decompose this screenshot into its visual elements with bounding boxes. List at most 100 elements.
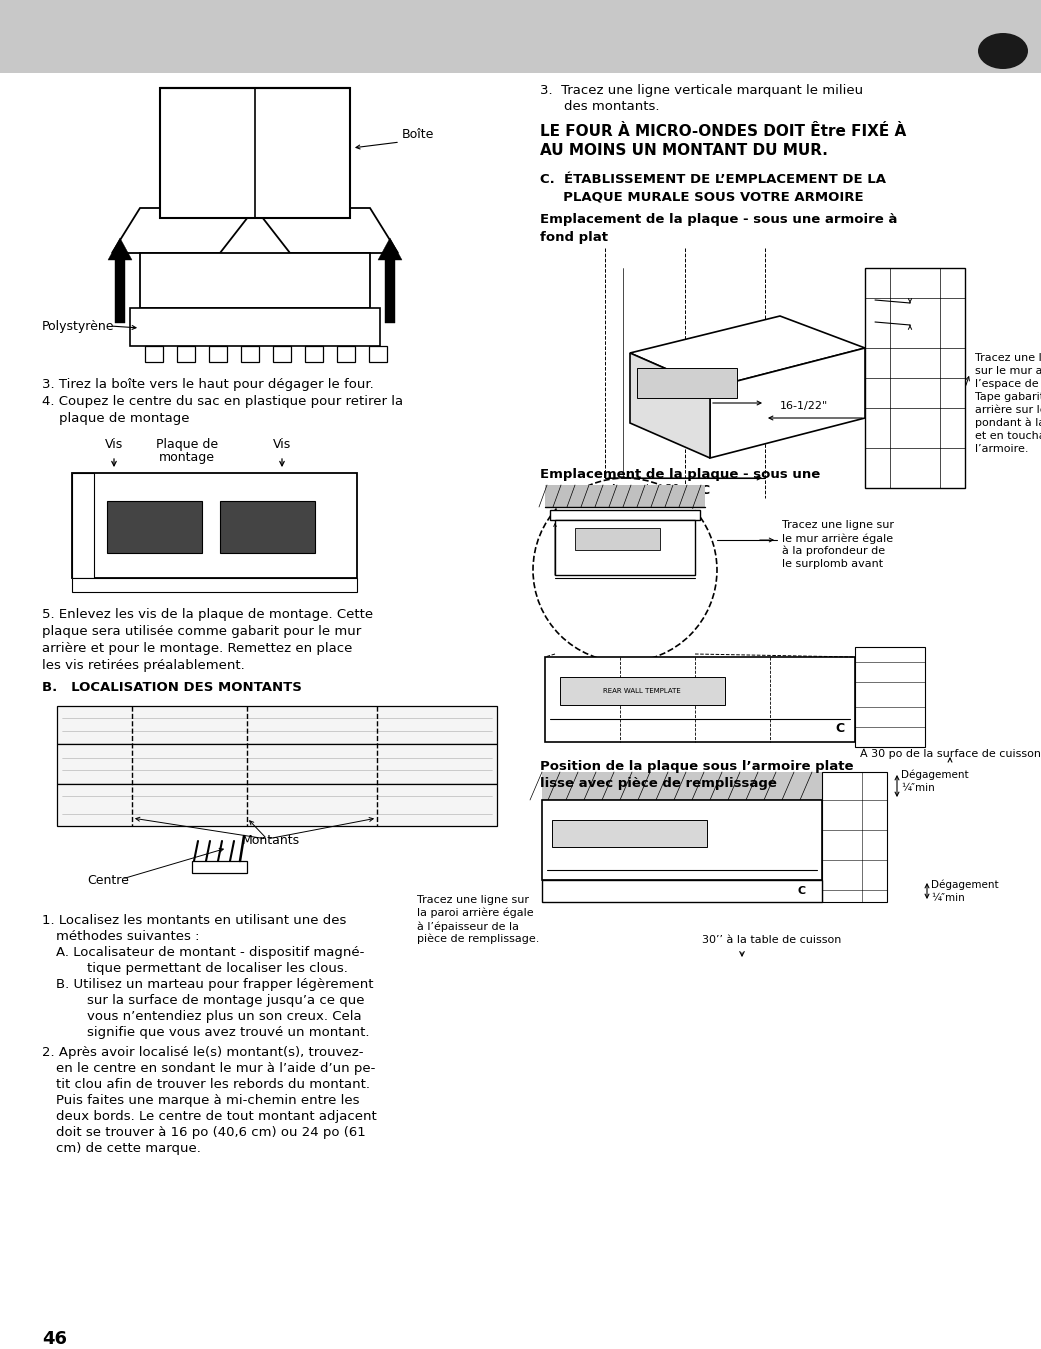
Text: C: C bbox=[797, 886, 805, 896]
Text: Dégagement: Dégagement bbox=[931, 880, 998, 890]
Bar bbox=[337, 345, 355, 362]
Bar bbox=[72, 473, 357, 577]
Text: en le centre en sondant le mur à l’aide d’un pe-: en le centre en sondant le mur à l’aide … bbox=[56, 1062, 376, 1075]
Bar bbox=[855, 648, 925, 747]
Bar bbox=[209, 345, 227, 362]
Text: À 30 po de la surface de cuisson: À 30 po de la surface de cuisson bbox=[860, 747, 1041, 759]
Bar bbox=[575, 527, 660, 550]
Text: tique permettant de localiser les clous.: tique permettant de localiser les clous. bbox=[70, 962, 348, 975]
Text: Position de la plaque sous l’armoire plate: Position de la plaque sous l’armoire pla… bbox=[540, 759, 854, 773]
Bar bbox=[560, 677, 725, 706]
Bar bbox=[130, 308, 380, 345]
Bar bbox=[0, 0, 1041, 73]
Text: 30’’ à la table de cuisson: 30’’ à la table de cuisson bbox=[702, 935, 841, 946]
Text: sur la surface de montage jusqu’a ce que: sur la surface de montage jusqu’a ce que bbox=[70, 994, 364, 1006]
Text: pondant à la ligne médiane: pondant à la ligne médiane bbox=[975, 418, 1041, 429]
Text: PLAQUE MURALE SOUS VOTRE ARMOIRE: PLAQUE MURALE SOUS VOTRE ARMOIRE bbox=[540, 192, 864, 204]
Text: plaque de montage: plaque de montage bbox=[42, 411, 189, 425]
Text: 2. Après avoir localisé le(s) montant(s), trouvez-: 2. Après avoir localisé le(s) montant(s)… bbox=[42, 1045, 363, 1059]
Bar bbox=[545, 657, 855, 742]
Bar bbox=[72, 473, 94, 577]
Text: le surplomb avant: le surplomb avant bbox=[782, 558, 883, 569]
Text: à l’épaisseur de la: à l’épaisseur de la bbox=[417, 921, 519, 932]
Text: plaque sera utilisée comme gabarit pour le mur: plaque sera utilisée comme gabarit pour … bbox=[42, 625, 361, 638]
Text: 3. Tirez la boîte vers le haut pour dégager le four.: 3. Tirez la boîte vers le haut pour déga… bbox=[42, 378, 374, 391]
Text: 46: 46 bbox=[42, 1330, 67, 1348]
Bar bbox=[177, 345, 195, 362]
Text: A. Localisateur de montant - dispositif magné-: A. Localisateur de montant - dispositif … bbox=[56, 946, 364, 959]
Bar bbox=[542, 772, 822, 800]
Text: 16-1/22": 16-1/22" bbox=[780, 401, 829, 411]
Bar bbox=[139, 254, 370, 308]
Bar bbox=[305, 345, 323, 362]
Bar bbox=[107, 500, 202, 553]
Text: REAR WALL
TEMPLATE: REAR WALL TEMPLATE bbox=[611, 827, 646, 838]
Text: ¼″min: ¼″min bbox=[902, 782, 935, 793]
Text: et en touchant le bas de: et en touchant le bas de bbox=[975, 430, 1041, 441]
Bar bbox=[865, 268, 965, 488]
Text: lisse avec pièce de remplissage: lisse avec pièce de remplissage bbox=[540, 777, 777, 791]
Text: la paroi arrière égale: la paroi arrière égale bbox=[417, 908, 534, 919]
Text: pièce de remplissage.: pièce de remplissage. bbox=[417, 934, 539, 944]
Text: C: C bbox=[700, 484, 709, 496]
Circle shape bbox=[533, 478, 717, 662]
Text: Montants: Montants bbox=[242, 834, 300, 847]
Text: AU MOINS UN MONTANT DU MUR.: AU MOINS UN MONTANT DU MUR. bbox=[540, 143, 828, 158]
Bar bbox=[542, 800, 822, 880]
Text: l’espace de 30 po de large.: l’espace de 30 po de large. bbox=[975, 379, 1041, 389]
Text: les vis retirées préalablement.: les vis retirées préalablement. bbox=[42, 660, 245, 672]
Text: REAR WALL
TEMPLATE: REAR WALL TEMPLATE bbox=[603, 534, 634, 545]
Text: 1. Localisez les montants en utilisant une des: 1. Localisez les montants en utilisant u… bbox=[42, 915, 347, 927]
Text: Vis: Vis bbox=[105, 438, 123, 451]
Text: 4. Coupez le centre du sac en plastique pour retirer la: 4. Coupez le centre du sac en plastique … bbox=[42, 395, 403, 407]
Text: méthodes suivantes :: méthodes suivantes : bbox=[56, 929, 200, 943]
Bar bbox=[555, 519, 695, 575]
Bar bbox=[822, 772, 887, 902]
Bar bbox=[242, 345, 259, 362]
Bar bbox=[72, 577, 357, 592]
Polygon shape bbox=[192, 861, 247, 873]
Bar bbox=[57, 706, 497, 745]
Polygon shape bbox=[630, 353, 710, 459]
Text: arrière sur le mur corres-: arrière sur le mur corres- bbox=[975, 405, 1041, 415]
Bar bbox=[273, 345, 291, 362]
Text: le mur arrière égale: le mur arrière égale bbox=[782, 533, 893, 544]
Polygon shape bbox=[710, 348, 865, 459]
Text: arrière et pour le montage. Remettez en place: arrière et pour le montage. Remettez en … bbox=[42, 642, 352, 656]
Polygon shape bbox=[378, 237, 402, 260]
Polygon shape bbox=[108, 237, 132, 260]
Bar bbox=[542, 880, 822, 902]
Text: signifie que vous avez trouvé un montant.: signifie que vous avez trouvé un montant… bbox=[70, 1027, 370, 1039]
Polygon shape bbox=[112, 208, 255, 254]
Text: 5. Enlevez les vis de la plaque de montage. Cette: 5. Enlevez les vis de la plaque de monta… bbox=[42, 608, 373, 621]
Bar bbox=[57, 784, 497, 826]
Text: C.  ÉTABLISSEMENT DE L’EMPLACEMENT DE LA: C. ÉTABLISSEMENT DE L’EMPLACEMENT DE LA bbox=[540, 173, 886, 186]
Text: fond plat: fond plat bbox=[540, 231, 608, 244]
Text: Vis: Vis bbox=[273, 438, 291, 451]
Text: Puis faites une marque à mi-chemin entre les: Puis faites une marque à mi-chemin entre… bbox=[56, 1094, 359, 1108]
Text: Polystyrène: Polystyrène bbox=[42, 320, 115, 333]
Text: Centre: Centre bbox=[87, 874, 129, 888]
Text: Au moins 30 po: Au moins 30 po bbox=[610, 484, 696, 494]
Text: B.   LOCALISATION DES MONTANTS: B. LOCALISATION DES MONTANTS bbox=[42, 681, 302, 693]
Text: l’armoire.: l’armoire. bbox=[975, 444, 1029, 455]
Text: sur le mur au centre de: sur le mur au centre de bbox=[975, 366, 1041, 376]
Bar bbox=[552, 820, 707, 847]
Text: deux bords. Le centre de tout montant adjacent: deux bords. Le centre de tout montant ad… bbox=[56, 1110, 377, 1122]
Text: vous n’entendiez plus un son creux. Cela: vous n’entendiez plus un son creux. Cela bbox=[70, 1010, 361, 1023]
Bar bbox=[116, 260, 125, 322]
Text: B. Utilisez un marteau pour frapper légèrement: B. Utilisez un marteau pour frapper légè… bbox=[56, 978, 374, 992]
Text: ¼″min: ¼″min bbox=[931, 893, 965, 902]
Text: Tape gabarit pour mur: Tape gabarit pour mur bbox=[975, 393, 1041, 402]
Bar bbox=[220, 500, 315, 553]
Text: Emplacement de la plaque - sous une: Emplacement de la plaque - sous une bbox=[540, 468, 820, 482]
Text: Tracez une ligne verticale: Tracez une ligne verticale bbox=[975, 353, 1041, 363]
Ellipse shape bbox=[977, 32, 1029, 69]
Text: Boîte: Boîte bbox=[402, 128, 434, 142]
Text: Tracez une ligne sur: Tracez une ligne sur bbox=[417, 894, 529, 905]
Text: Plaque de: Plaque de bbox=[156, 438, 218, 451]
Text: Tracez une ligne sur: Tracez une ligne sur bbox=[782, 519, 894, 530]
Text: cm) de cette marque.: cm) de cette marque. bbox=[56, 1143, 201, 1155]
Bar bbox=[160, 88, 350, 219]
Text: FR: FR bbox=[993, 45, 1013, 58]
